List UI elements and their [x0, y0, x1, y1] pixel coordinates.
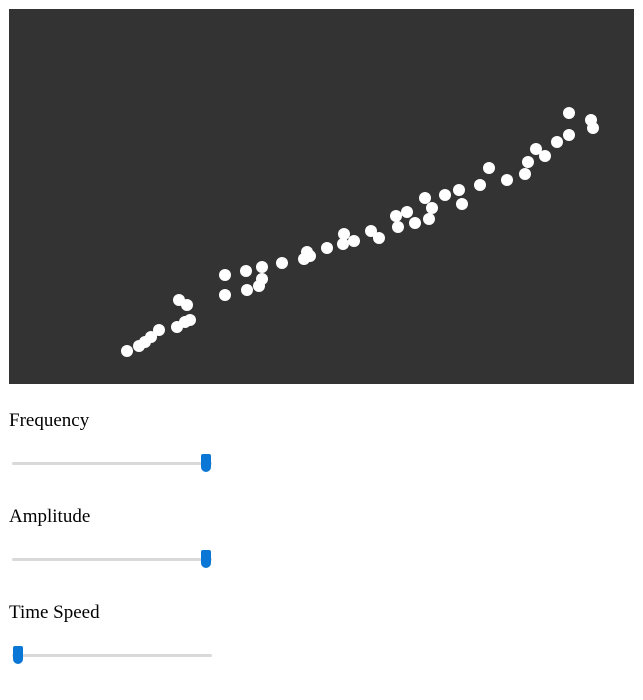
particle-dot — [338, 228, 350, 240]
particle-dot — [240, 265, 252, 277]
particle-dot — [219, 269, 231, 281]
frequency-label: Frequency — [9, 410, 90, 431]
particle-dot — [184, 314, 196, 326]
wave-visualization-canvas — [9, 9, 634, 384]
particle-dot — [241, 284, 253, 296]
particle-dot — [401, 206, 413, 218]
time-speed-slider-track — [12, 654, 212, 657]
amplitude-slider-track — [12, 558, 212, 561]
particle-dot — [474, 179, 486, 191]
time-speed-slider[interactable] — [12, 646, 212, 664]
particle-dot — [453, 184, 465, 196]
particle-dot — [337, 238, 349, 250]
particle-dot — [563, 107, 575, 119]
frequency-control: Frequency — [9, 410, 219, 472]
particle-dot — [587, 122, 599, 134]
particle-dot — [439, 189, 451, 201]
time-speed-control: Time Speed — [9, 602, 219, 664]
particle-dot — [373, 232, 385, 244]
particle-dot — [522, 156, 534, 168]
particle-dot — [181, 299, 193, 311]
particle-dot — [483, 162, 495, 174]
particle-dot — [501, 174, 513, 186]
amplitude-slider-thumb[interactable] — [201, 550, 211, 568]
frequency-slider-track — [12, 462, 212, 465]
particle-dot — [145, 331, 157, 343]
particle-dot — [304, 250, 316, 262]
particle-dot — [530, 143, 542, 155]
particle-dot — [539, 150, 551, 162]
particle-dot — [419, 192, 431, 204]
amplitude-control: Amplitude — [9, 506, 219, 568]
particle-dot — [551, 136, 563, 148]
particle-dot — [426, 202, 438, 214]
frequency-slider-thumb[interactable] — [201, 454, 211, 472]
particle-dot — [219, 289, 231, 301]
particle-dot — [392, 221, 404, 233]
time-speed-label: Time Speed — [9, 602, 100, 623]
particle-dot — [456, 198, 468, 210]
particle-plot — [121, 107, 599, 357]
frequency-slider[interactable] — [12, 454, 212, 472]
particle-dot — [390, 210, 402, 222]
amplitude-slider[interactable] — [12, 550, 212, 568]
particle-dot — [423, 213, 435, 225]
time-speed-slider-thumb[interactable] — [13, 646, 23, 664]
particle-dot — [519, 168, 531, 180]
particle-dot — [321, 242, 333, 254]
particle-dot — [121, 345, 133, 357]
particle-dot — [348, 235, 360, 247]
particle-dot — [276, 257, 288, 269]
particle-dot — [256, 273, 268, 285]
particle-dot — [153, 324, 165, 336]
particle-dot — [365, 225, 377, 237]
particle-dot — [256, 261, 268, 273]
particle-dot — [563, 129, 575, 141]
amplitude-label: Amplitude — [9, 506, 91, 527]
particle-dot — [409, 217, 421, 229]
